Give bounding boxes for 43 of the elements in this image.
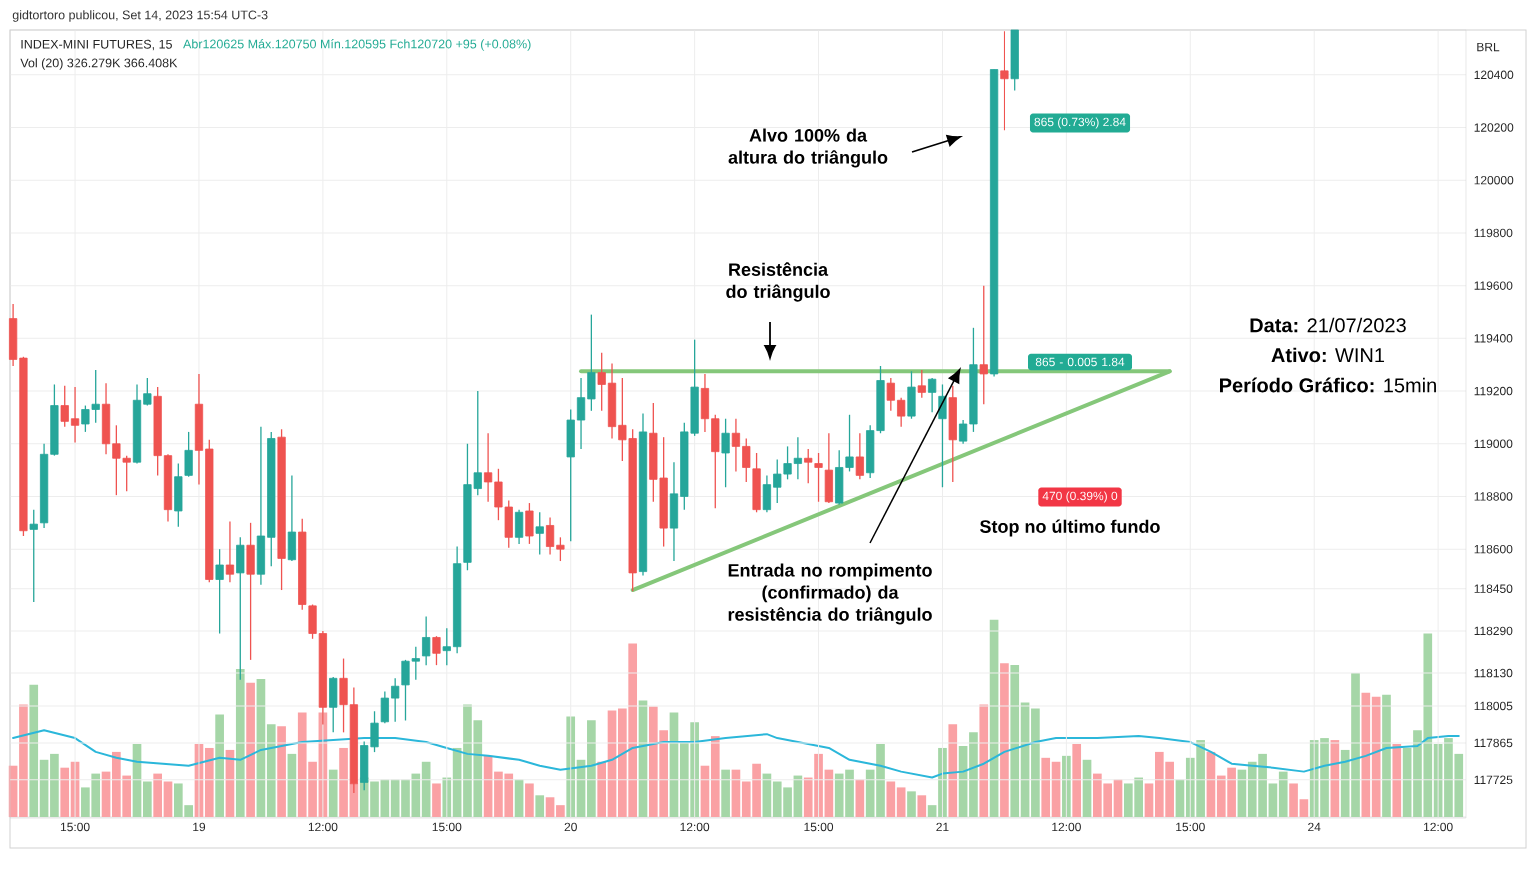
x-tick-label: 15:00 — [60, 822, 90, 832]
x-tick-label: 15:00 — [804, 822, 834, 832]
annotation: Ativo: WIN1 — [1271, 347, 1385, 363]
chart-title: Vol (20) 326.279K 366.408K — [20, 58, 178, 70]
annotation: Entrada no rompimento (confirmado) da resistência do triângulo — [728, 563, 932, 625]
y-tick-label: 118450 — [1474, 584, 1513, 593]
annotation: Período Gráfico: 15min — [1220, 377, 1436, 393]
y-tick-label: 117865 — [1474, 738, 1513, 748]
y-tick-label: 118290 — [1474, 626, 1513, 636]
annotation: Alvo 100% da altura do triângulo — [728, 128, 888, 168]
y-tick-label: 119600 — [1474, 281, 1513, 290]
x-tick-label: 15:00 — [1176, 822, 1205, 832]
y-tick-label: 118130 — [1474, 668, 1513, 678]
annotation: Stop no último fundo — [980, 519, 1160, 537]
y-tick-label: 120400 — [1474, 70, 1514, 80]
annotation: Resistência do triângulo — [726, 262, 830, 302]
y-tick-label: 120000 — [1474, 175, 1514, 185]
x-tick-label: 12:00 — [308, 822, 338, 832]
y-tick-label: 119400 — [1474, 334, 1513, 343]
text: INDEX-MINI FUTURES, 15 — [21, 39, 172, 51]
x-tick-label: 12:00 — [680, 822, 710, 832]
y-tick-label: 119000 — [1474, 439, 1513, 449]
x-tick-label: 12:00 — [1424, 822, 1453, 832]
annotation: 865 (0.73%) 2.84 — [1034, 117, 1126, 129]
annotation: Data: 21/07/2023 — [1250, 317, 1406, 333]
text: Abr120625 Máx.120750 Mín.120595 Fch120720 +95 (+0.08%) — [183, 39, 531, 51]
annotation: 865 - 0.005 1.84 — [1035, 357, 1125, 367]
x-tick-label: 12:00 — [1052, 822, 1081, 832]
y-tick-label: 119200 — [1474, 386, 1513, 396]
x-tick-label: 20 — [564, 822, 577, 832]
annotation: 470 (0.39%) 0 — [1042, 491, 1118, 503]
text: gidtortoro publicou, Set 14, 2023 15:54 UTC-3 — [12, 10, 268, 22]
y-tick-label: 118800 — [1474, 492, 1513, 501]
x-tick-label: 19 — [193, 822, 206, 832]
y-tick-label: 118600 — [1474, 544, 1513, 554]
x-tick-label: 21 — [936, 822, 949, 832]
y-tick-label: 120200 — [1474, 123, 1514, 132]
x-tick-label: 15:00 — [432, 822, 462, 832]
y-tick-label: 118005 — [1474, 701, 1513, 711]
x-tick-label: 24 — [1308, 822, 1321, 832]
y-tick-label: 117725 — [1474, 775, 1513, 785]
y-axis-title: BRL — [1477, 42, 1500, 52]
y-tick-label: 119800 — [1474, 228, 1513, 238]
